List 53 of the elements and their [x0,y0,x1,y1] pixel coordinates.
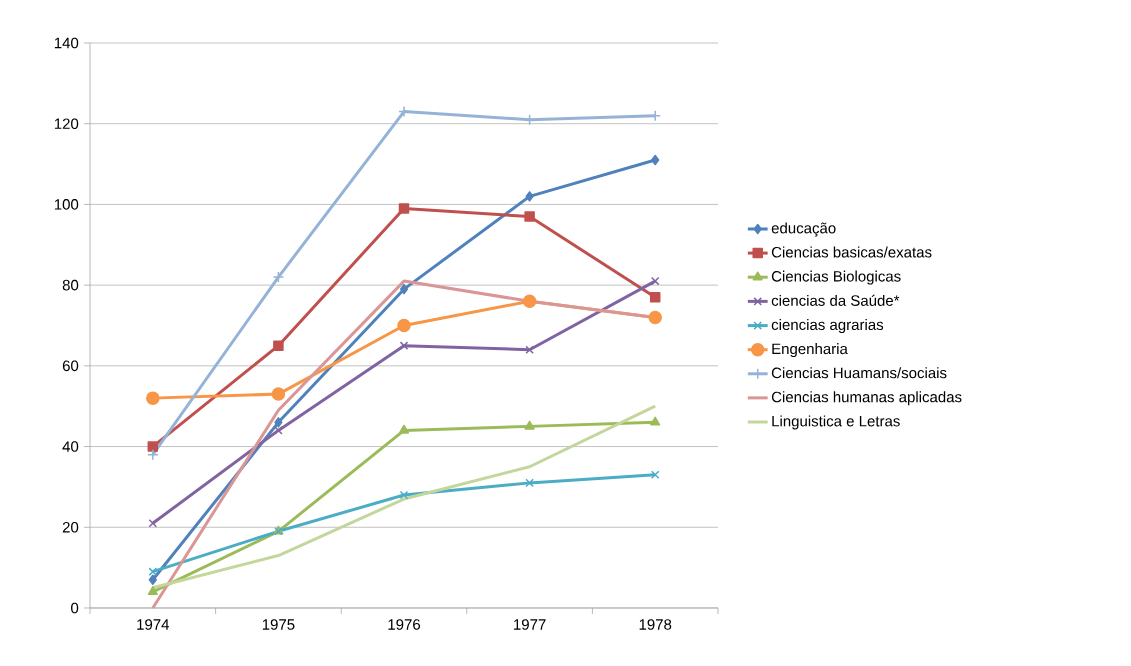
legend-label: Ciencias basicas/exatas [771,246,932,258]
legend-label: Ciencias humanas aplicadas [771,391,962,406]
y-tick-label: 140 [54,37,79,49]
point [525,345,534,354]
y-tick-label: 60 [62,360,79,372]
legend-label: Linguistica e Letras [772,415,900,430]
x-tick-label: 1975 [262,619,295,630]
point [650,416,661,426]
legend-label: Ciencias Huamans/sociais [771,367,947,379]
point [146,391,160,405]
point [147,586,158,596]
legend-label: ciencias da Saúde* [771,294,900,306]
point [399,490,409,500]
x-tick-label: 1977 [514,619,546,630]
legend-label: Engenharia [772,343,848,358]
point [148,567,158,576]
point [274,417,283,428]
legend-label: educação [771,222,836,237]
point [148,518,158,528]
point [147,448,159,461]
point [147,441,159,452]
legend-label: Ciencias Biologicas [771,270,901,285]
point [398,424,410,434]
point [397,318,411,333]
x-tick-label: 1976 [388,619,421,630]
point [271,387,286,401]
point [650,470,660,480]
point [650,276,660,286]
point [649,291,661,303]
point [273,340,284,351]
point [274,426,283,435]
point [399,283,409,295]
x-tick-label: 1978 [639,619,672,630]
legend-label: ciencias agrarias [771,319,884,333]
point [398,203,410,214]
point [522,294,537,309]
point [525,478,534,488]
point [148,574,157,585]
point [524,211,535,222]
x-tick-label: 1974 [137,619,170,630]
point [524,420,535,430]
point [651,154,660,166]
y-tick-label: 20 [62,521,79,533]
y-tick-label: 100 [54,199,79,210]
point [525,191,534,202]
y-tick-label: 80 [62,279,79,291]
point [648,310,662,325]
point [272,271,285,283]
y-tick-label: 120 [54,118,79,129]
point [398,105,410,118]
y-tick-label: 40 [62,441,79,452]
point [399,341,409,350]
y-tick-label: 0 [71,602,79,614]
